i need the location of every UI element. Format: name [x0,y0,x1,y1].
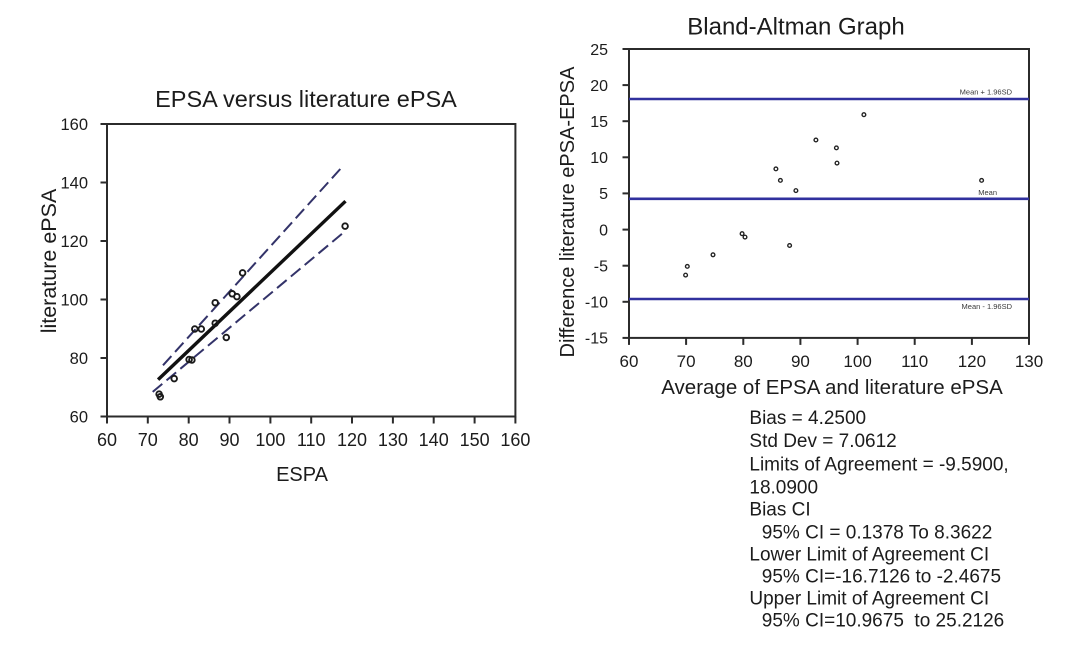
svg-text:100: 100 [60,291,88,309]
svg-text:Bias = 4.2500: Bias = 4.2500 [749,408,866,429]
svg-text:140: 140 [419,430,449,450]
svg-text:10: 10 [590,150,608,167]
svg-text:95% CI = 0.1378 To 8.3622: 95% CI = 0.1378 To 8.3622 [762,523,992,544]
svg-text:90: 90 [791,352,810,371]
svg-text:130: 130 [378,430,408,450]
svg-text:60: 60 [620,352,639,371]
svg-text:110: 110 [901,352,928,371]
svg-text:Std Dev = 7.0612: Std Dev = 7.0612 [749,431,896,452]
svg-text:120: 120 [337,430,367,450]
svg-text:95% CI=10.9675 to 25.2126: 95% CI=10.9675 to 25.2126 [762,611,1004,632]
svg-text:95% CI=-16.7126 to -2.4675: 95% CI=-16.7126 to -2.4675 [762,567,1001,588]
svg-text:70: 70 [677,352,696,371]
svg-text:80: 80 [179,430,199,450]
svg-text:0: 0 [599,222,608,239]
svg-text:Mean - 1.96SD: Mean - 1.96SD [962,302,1013,311]
svg-text:ESPA: ESPA [276,464,329,486]
svg-text:100: 100 [255,430,285,450]
svg-text:60: 60 [70,408,88,426]
svg-text:5: 5 [599,186,608,203]
svg-text:60: 60 [97,430,117,450]
svg-text:-5: -5 [594,259,608,276]
svg-text:-10: -10 [585,295,608,312]
svg-text:Difference literature ePSA-EPS: Difference literature ePSA-EPSA [557,66,579,358]
svg-text:70: 70 [138,430,158,450]
svg-text:Bland-Altman Graph: Bland-Altman Graph [687,14,904,41]
svg-text:100: 100 [843,352,871,371]
svg-text:90: 90 [219,430,239,450]
svg-text:Limits of Agreement = -9.5900,: Limits of Agreement = -9.5900, [749,455,1008,476]
svg-text:160: 160 [60,116,88,134]
svg-text:18.0900: 18.0900 [749,477,818,498]
svg-text:Bias CI: Bias CI [749,500,810,521]
svg-text:130: 130 [1015,352,1043,371]
svg-text:-15: -15 [585,331,608,348]
svg-text:140: 140 [60,174,88,192]
svg-text:15: 15 [590,114,608,131]
svg-text:Upper Limit of Agreement CI: Upper Limit of Agreement CI [749,589,989,610]
svg-text:160: 160 [500,430,530,450]
svg-text:20: 20 [590,78,608,95]
svg-text:EPSA versus literature ePSA: EPSA versus literature ePSA [155,86,457,112]
svg-text:Mean + 1.96SD: Mean + 1.96SD [960,87,1013,96]
svg-text:Average of EPSA and literature: Average of EPSA and literature ePSA [661,376,1003,399]
svg-text:120: 120 [958,352,986,371]
svg-text:Lower Limit of Agreement CI: Lower Limit of Agreement CI [749,545,989,566]
svg-text:literature ePSA: literature ePSA [37,188,61,333]
svg-text:25: 25 [590,42,608,59]
svg-text:80: 80 [70,350,88,368]
svg-text:110: 110 [297,430,326,450]
svg-text:120: 120 [60,233,88,251]
svg-text:80: 80 [734,352,753,371]
svg-text:150: 150 [460,430,490,450]
svg-text:Mean: Mean [978,188,997,197]
